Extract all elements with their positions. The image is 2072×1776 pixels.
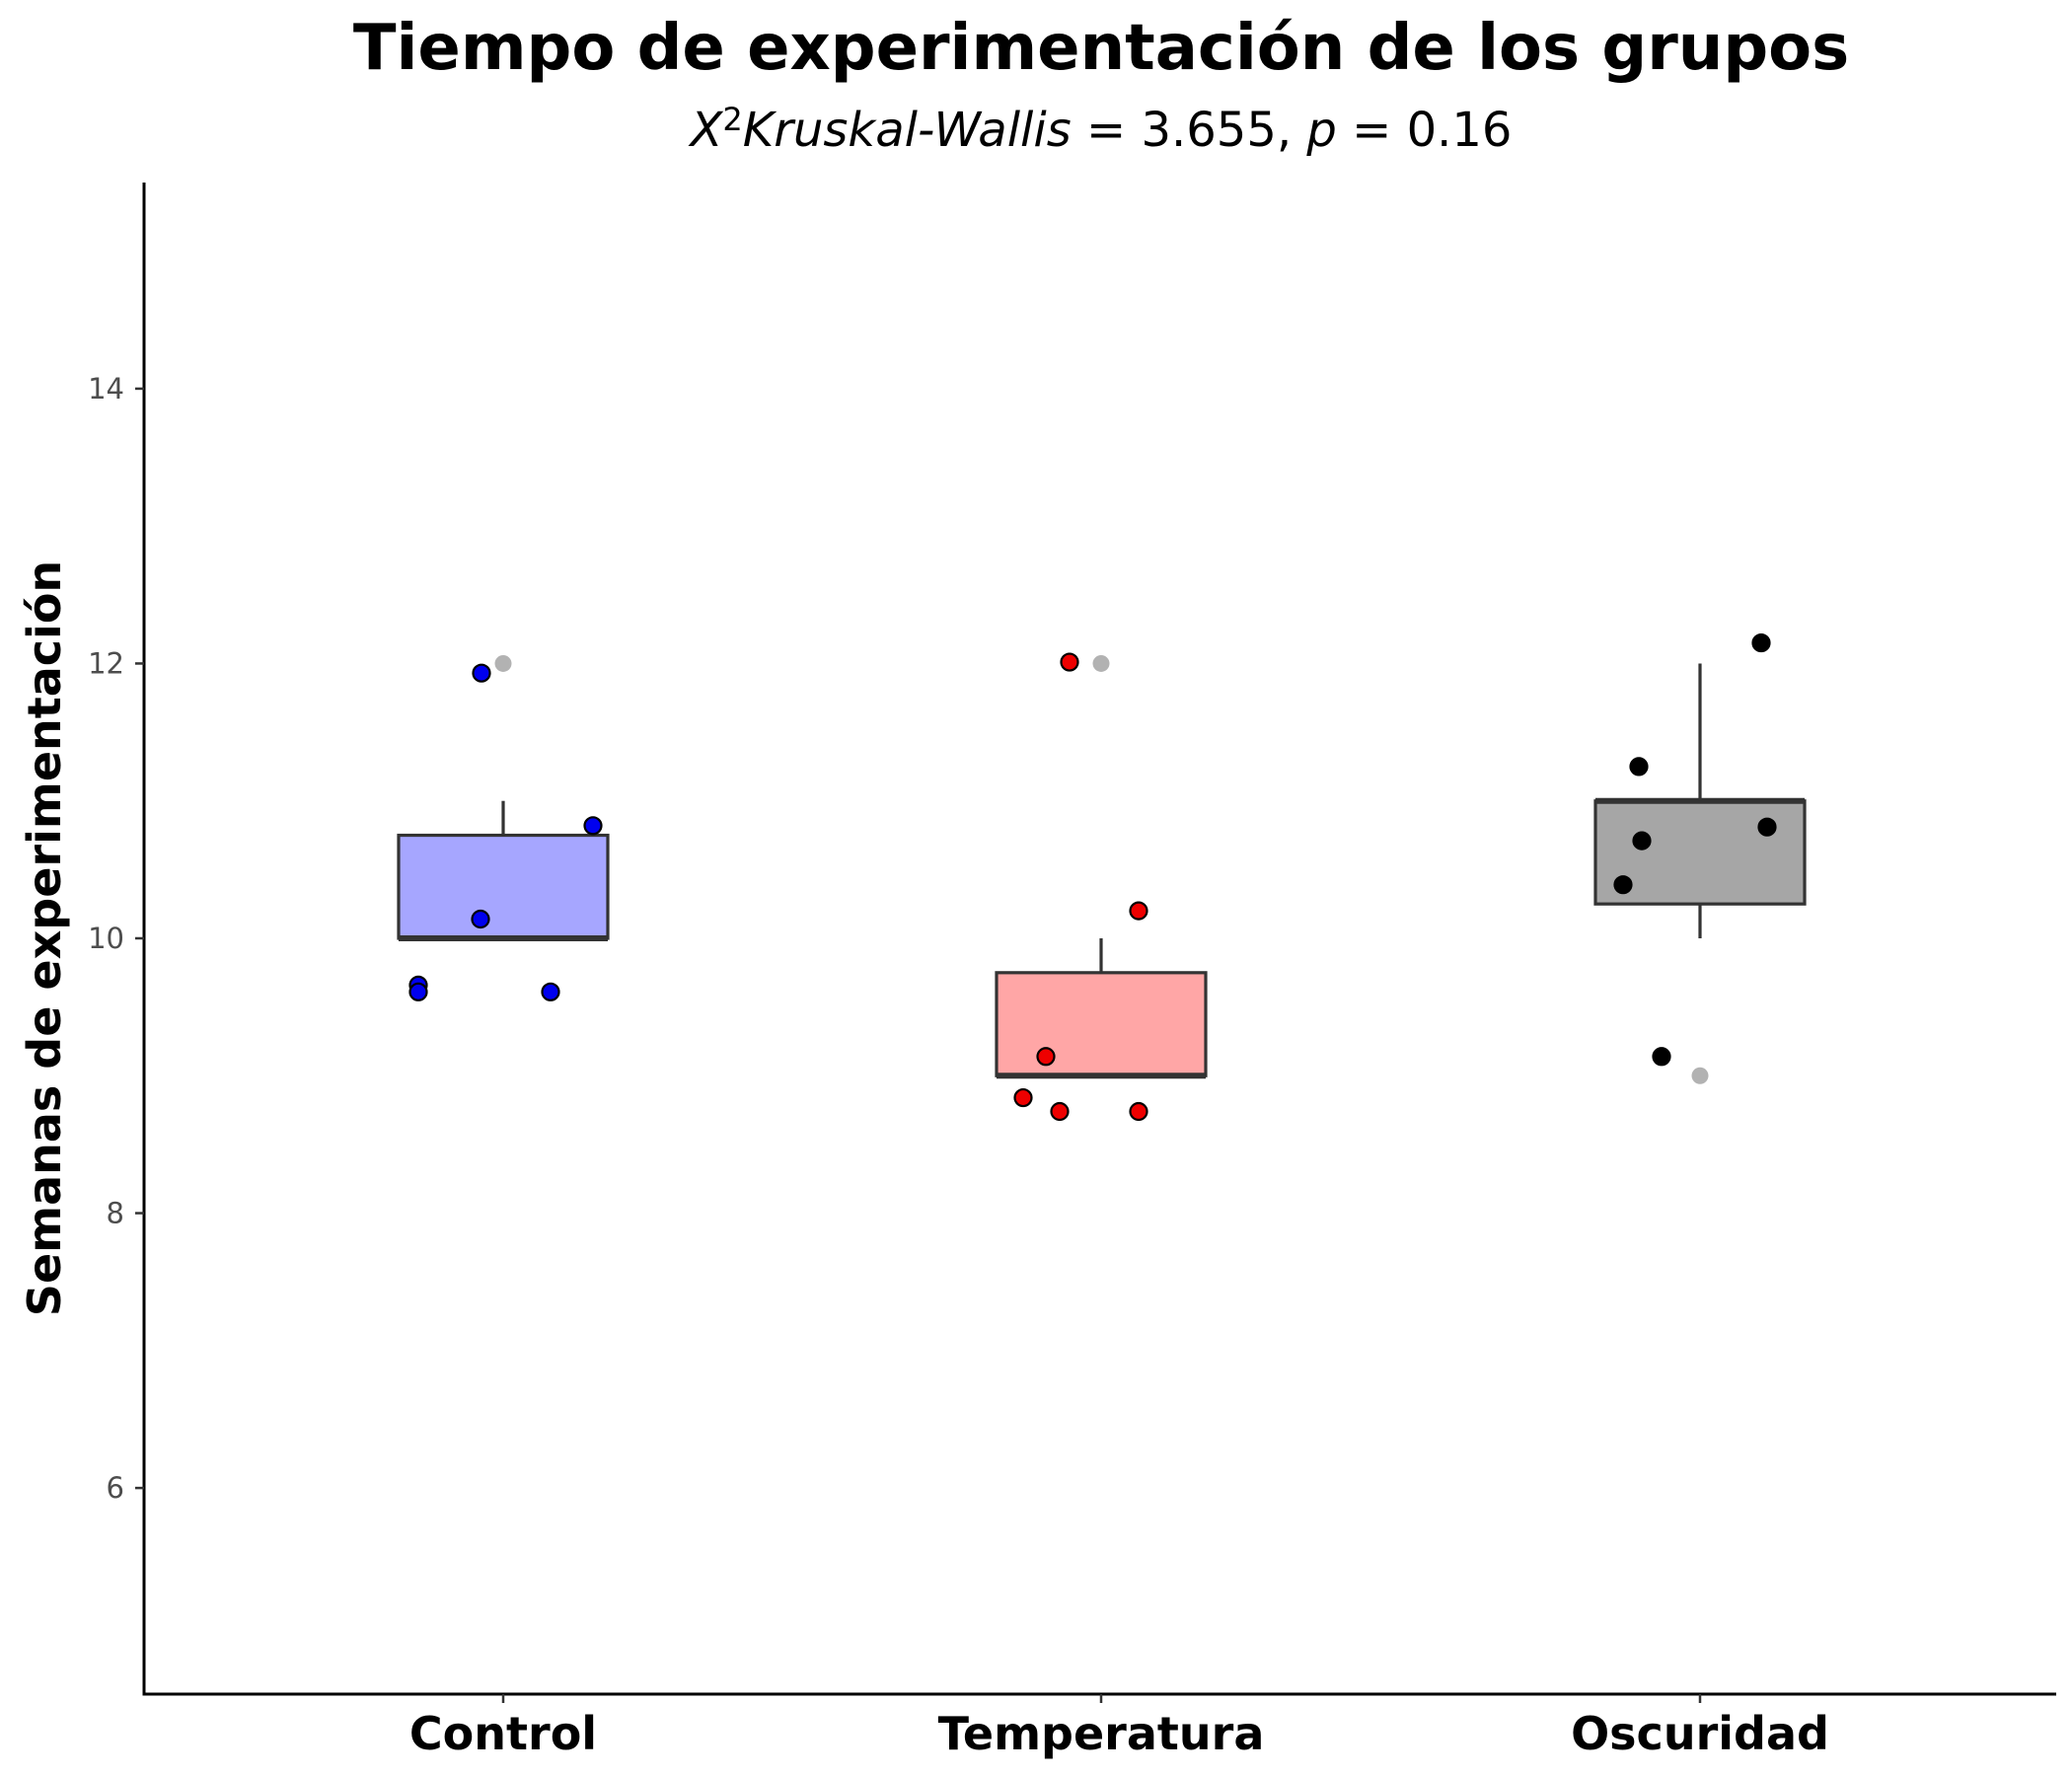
data-point-temperatura: [1013, 1087, 1033, 1108]
box-temperatura: [995, 938, 1208, 1079]
stat-superscript: 2: [722, 101, 742, 138]
y-tick-label: 14: [88, 372, 124, 406]
y-tick-label: 12: [88, 646, 124, 680]
stat-value: = 3.655,: [1072, 103, 1307, 158]
x-tick-label-temperatura: Temperatura: [938, 1707, 1265, 1760]
data-point-control: [583, 816, 603, 836]
chart-subtitle: X2Kruskal-Wallis = 3.655, p = 0.16: [688, 101, 1513, 158]
data-point-control: [408, 982, 428, 1001]
y-tick-label: 6: [107, 1471, 124, 1505]
outlier-point: [494, 654, 512, 672]
x-tick-label-oscuridad: Oscuridad: [1571, 1707, 1829, 1760]
y-tick-label: 10: [88, 922, 124, 955]
stat-symbol: X: [688, 103, 724, 158]
box-body: [397, 833, 610, 940]
outlier-point: [1092, 654, 1110, 672]
x-tick-label-control: Control: [409, 1707, 597, 1760]
data-point-temperatura: [1129, 901, 1148, 921]
p-symbol: p: [1305, 103, 1336, 158]
data-point-control: [472, 663, 491, 683]
chart-title: Tiempo de experimentación de los grupos: [353, 12, 1849, 85]
plot-area: [397, 632, 1807, 1122]
box-oscuridad: [1593, 663, 1807, 938]
data-point-oscuridad: [1757, 817, 1777, 837]
data-point-oscuridad: [1652, 1047, 1671, 1067]
data-point-oscuridad: [1629, 757, 1649, 777]
y-tick-label: 8: [107, 1197, 124, 1230]
data-point-control: [541, 982, 560, 1001]
y-axis-ticks: 6 8 10 12 14: [88, 372, 144, 1505]
x-axis-ticks: Control Temperatura Oscuridad: [409, 1694, 1829, 1760]
y-axis-title: Semanas de experimentación: [18, 560, 71, 1316]
p-value: = 0.16: [1337, 103, 1513, 158]
stat-name: Kruskal-Wallis: [743, 103, 1072, 158]
data-point-temperatura: [1060, 652, 1079, 672]
data-point-oscuridad: [1751, 632, 1771, 653]
data-point-temperatura: [1036, 1047, 1056, 1067]
data-point-temperatura: [1129, 1101, 1148, 1122]
outlier-point: [1691, 1067, 1709, 1084]
data-point-oscuridad: [1632, 831, 1652, 851]
box-control: [397, 800, 610, 941]
data-point-temperatura: [1050, 1101, 1070, 1122]
data-point-control: [471, 909, 490, 929]
data-point-oscuridad: [1613, 875, 1633, 895]
box-body: [995, 971, 1208, 1077]
